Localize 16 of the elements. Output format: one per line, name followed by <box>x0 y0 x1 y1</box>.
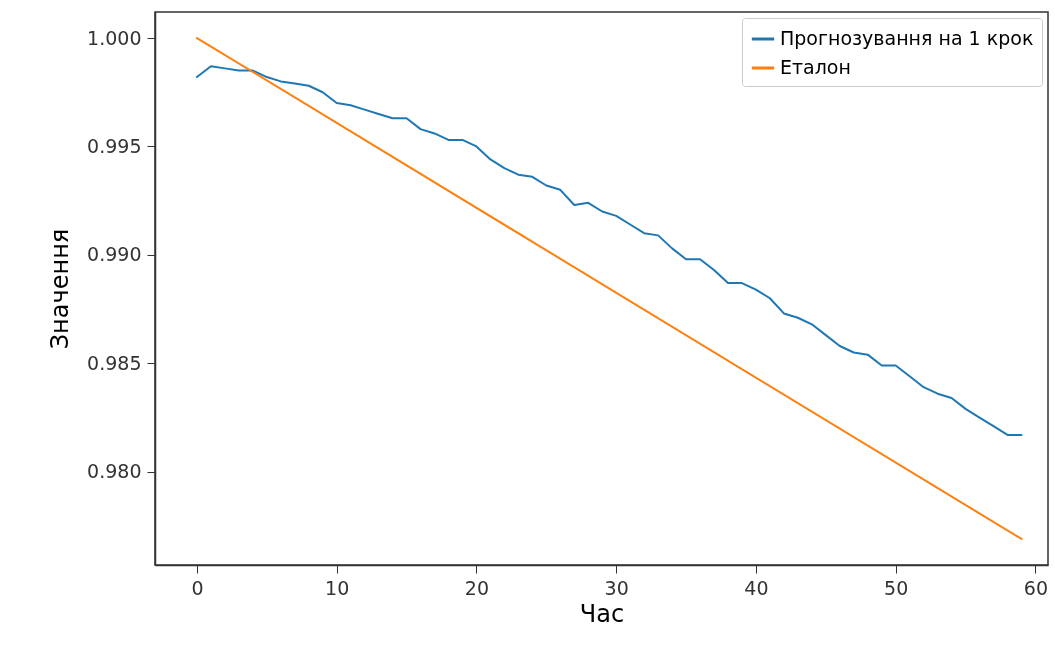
y-tick-label: 0.990 <box>87 243 142 266</box>
x-tick-label: 50 <box>884 576 909 599</box>
x-tick-label: 30 <box>604 576 629 599</box>
y-tick-label: 0.995 <box>87 134 142 157</box>
y-axis-title: Значення <box>46 228 75 350</box>
y-tick-label: 1.000 <box>87 26 142 49</box>
x-tick-label: 10 <box>325 576 350 599</box>
x-tick-label: 0 <box>191 576 204 599</box>
y-tick-label: 0.980 <box>87 460 142 483</box>
legend-label: Прогнозування на 1 крок <box>780 27 1034 49</box>
y-tick-label: 0.985 <box>87 351 142 374</box>
x-tick-label: 60 <box>1023 576 1049 599</box>
x-axis-title: Час <box>579 599 625 628</box>
x-tick-label: 20 <box>464 576 490 599</box>
legend-label: Еталон <box>780 56 851 78</box>
x-tick-label: 40 <box>744 576 769 599</box>
